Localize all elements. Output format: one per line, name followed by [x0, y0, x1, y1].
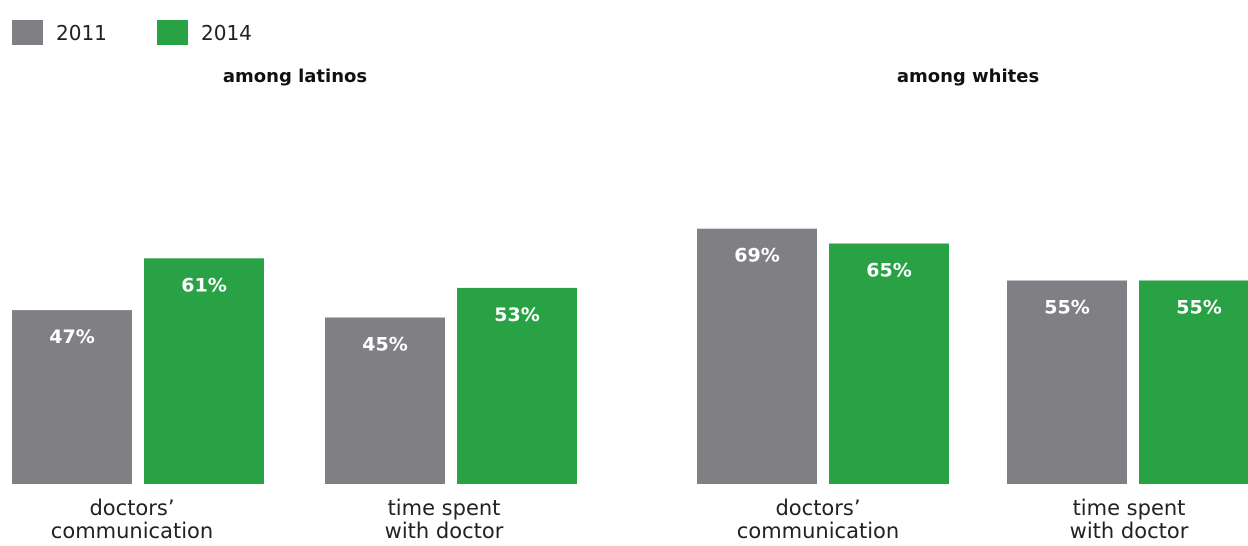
data-label: 55% — [1176, 297, 1221, 319]
category-label: communication — [51, 519, 213, 543]
bar-2011 — [325, 317, 445, 484]
legend-label-2014: 2014 — [201, 21, 252, 45]
bar-2014 — [457, 287, 577, 484]
category-label: doctors’ — [775, 496, 860, 520]
category-label: time spent — [388, 496, 501, 520]
data-label: 69% — [734, 245, 779, 267]
data-label: 65% — [866, 260, 911, 282]
category-group: 69% 65% doctors’communication — [697, 228, 949, 543]
data-label: 61% — [181, 274, 226, 296]
legend: 2011 2014 — [12, 20, 252, 45]
bar-2014 — [1139, 280, 1248, 484]
data-label: 55% — [1044, 297, 1089, 319]
bar-2014 — [829, 243, 949, 484]
legend-label-2011: 2011 — [56, 21, 107, 45]
category-label: communication — [737, 519, 899, 543]
legend-swatch-2011 — [12, 20, 43, 45]
category-label: with doctor — [385, 519, 504, 543]
legend-swatch-2014 — [157, 20, 188, 45]
category-label: with doctor — [1070, 519, 1189, 543]
bar-2011 — [697, 228, 817, 484]
bar-2011 — [1007, 280, 1127, 484]
category-label: doctors’ — [89, 496, 174, 520]
bar-2011 — [12, 310, 132, 484]
panel-2: among whites 69% 65% doctors’communication 5… — [697, 66, 1248, 543]
data-label: 53% — [494, 304, 539, 326]
chart-panels: among latinos47%61%doctors’communication… — [12, 66, 1248, 543]
panel-1: among latinos 47% 61% doctors’communication… — [12, 66, 577, 543]
category-group: 47% 61% doctors’communication — [12, 258, 264, 543]
panel-title: among latinos — [223, 66, 367, 87]
data-label: 47% — [49, 326, 94, 348]
data-label: 45% — [362, 334, 407, 356]
category-label: time spent — [1073, 496, 1186, 520]
bar-2014 — [144, 258, 264, 484]
panel-title: among whites — [897, 66, 1039, 87]
